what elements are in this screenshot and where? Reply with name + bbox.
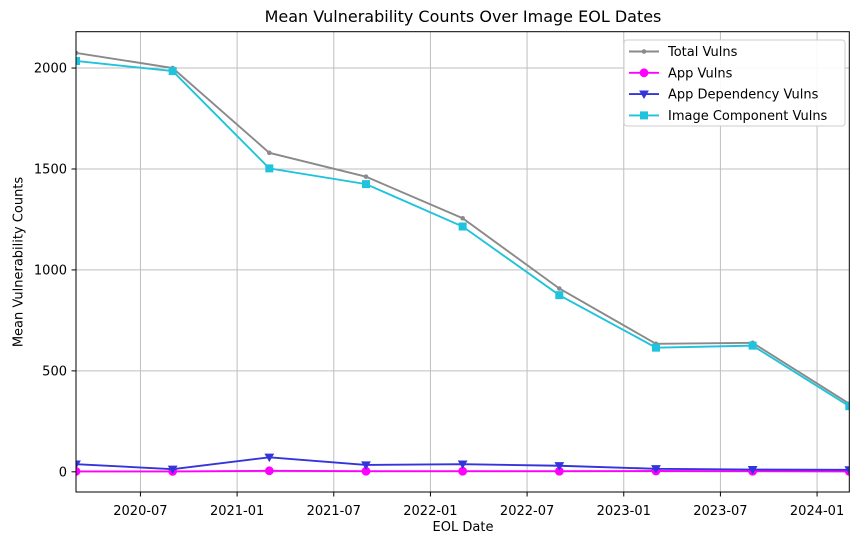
marker-circle: [76, 467, 81, 476]
legend-label: App Dependency Vulns: [668, 88, 819, 103]
marker-dot: [557, 286, 562, 291]
marker-square: [640, 111, 648, 120]
series-image-component-vulns: [76, 56, 850, 411]
marker-triangle-down: [747, 465, 758, 475]
y-tick-label: 2000: [34, 62, 67, 77]
legend: Total Vulns App Vulns App Dependency Vulns…: [623, 39, 846, 127]
marker-triangle-down: [76, 460, 81, 470]
legend-entry: App Dependency Vulns: [629, 88, 819, 103]
marker-square: [76, 56, 80, 65]
y-tick-label: 1000: [34, 263, 67, 278]
marker-dot: [267, 150, 272, 156]
x-tick-label: 2022-01: [403, 504, 457, 519]
marker-square: [651, 343, 660, 352]
marker-triangle-down: [844, 466, 850, 475]
y-tick-label: 500: [42, 364, 67, 379]
chart-title: Mean Vulnerability Counts Over Image EOL…: [264, 7, 662, 26]
marker-square: [845, 402, 850, 411]
marker-dot: [460, 215, 465, 221]
legend-entry: Image Component Vulns: [629, 109, 828, 124]
x-tick-label: 2022-07: [500, 504, 554, 519]
marker-circle: [554, 466, 564, 476]
x-axis-label: EOL Date: [432, 520, 494, 535]
marker-triangle-down: [457, 460, 468, 470]
marker-square: [168, 67, 177, 76]
marker-triangle-down: [639, 90, 649, 99]
x-tick-label: 2020-07: [113, 504, 167, 519]
marker-circle: [639, 68, 649, 78]
legend-label: App Vulns: [668, 66, 733, 81]
marker-dot: [363, 174, 369, 179]
marker-circle: [458, 466, 468, 476]
marker-square: [265, 164, 274, 173]
legend-label: Total Vulns: [667, 45, 738, 60]
legend-label: Image Component Vulns: [668, 109, 828, 124]
legend-entry: Total Vulns: [629, 45, 738, 60]
marker-dot: [641, 49, 647, 54]
marker-circle: [361, 466, 371, 476]
marker-square: [555, 291, 564, 300]
marker-triangle-down: [264, 453, 275, 463]
x-tick-label: 2023-01: [597, 504, 651, 519]
marker-triangle-down: [554, 462, 565, 471]
x-tick-label: 2024-01: [790, 504, 844, 519]
x-tick-label: 2023-07: [693, 504, 747, 519]
y-tick-label: 1500: [34, 162, 67, 177]
marker-triangle-down: [167, 465, 178, 475]
marker-square: [361, 180, 370, 189]
x-tick-label: 2021-07: [307, 504, 361, 519]
marker-triangle-down: [361, 461, 371, 470]
marker-dot: [76, 50, 79, 56]
series-app-dependency-vulns: [76, 453, 850, 475]
marker-circle: [264, 466, 274, 476]
y-tick-label: 0: [59, 465, 67, 480]
legend-box: [623, 39, 846, 127]
marker-square: [748, 341, 757, 350]
x-axis-ticks: 2020-07 2021-01 2021-07 2022-01 2022-07 2023-…: [113, 492, 844, 519]
series-app-vulns: [76, 466, 850, 476]
marker-triangle-down: [651, 465, 661, 474]
x-tick-label: 2021-01: [210, 504, 264, 519]
marker-square: [458, 222, 467, 231]
axes-spines: [75, 31, 850, 493]
y-axis-ticks: 0 500 1000 1500 2000: [34, 62, 76, 480]
legend-entry: App Vulns: [629, 66, 733, 81]
